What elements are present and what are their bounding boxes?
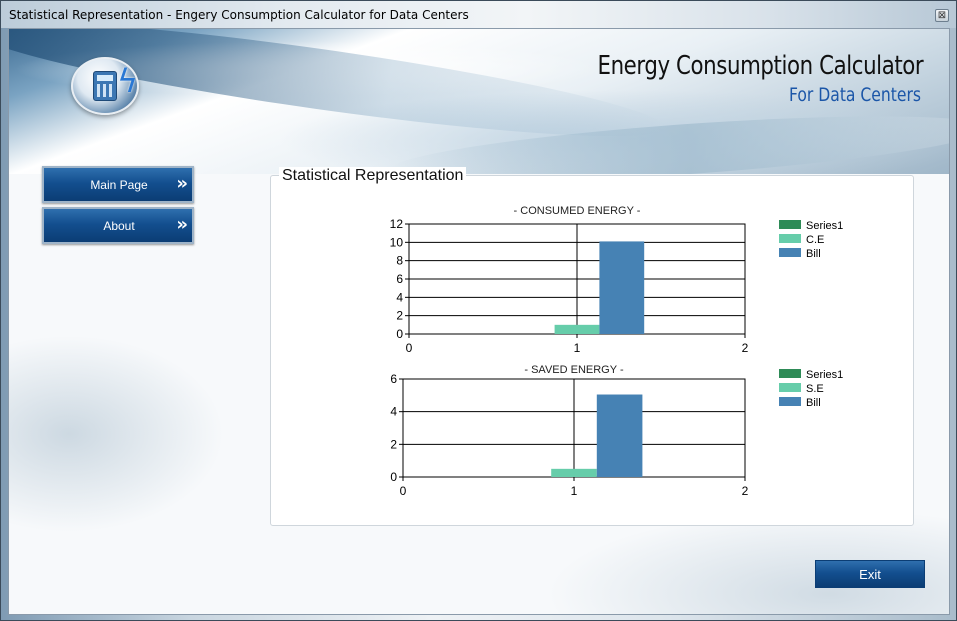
header-banner: ϟ Energy Consumption Calculator For Data…	[9, 29, 949, 195]
chart-title: - CONSUMED ENERGY -	[514, 205, 641, 217]
app-title: Energy Consumption Calculator	[597, 51, 923, 81]
bar-bill	[596, 394, 643, 477]
about-button[interactable]: About »	[42, 207, 194, 244]
consumed-energy-chart: - CONSUMED ENERGY -0 2 4 6 8 10 12 0 1 2 Series1 C.…	[361, 194, 881, 364]
close-icon[interactable]: ⊠	[935, 9, 949, 22]
legend-label: Bill	[806, 397, 821, 409]
saved-energy-chart: - SAVED ENERGY - 0 2 4 6 0 1 2 Series1 S.E Bill	[361, 363, 881, 518]
statistics-group: Statistical Representation - CONSUMED EN…	[270, 167, 914, 526]
x-tick-label: 1	[574, 341, 581, 355]
y-tick-label: 8	[396, 254, 403, 268]
x-tick-label: 2	[742, 484, 749, 498]
y-tick-label: 2	[396, 309, 403, 323]
legend-label: Series1	[806, 220, 843, 232]
y-tick-label: 6	[396, 272, 403, 286]
main-page-label: Main Page	[90, 178, 148, 192]
legend-swatch	[779, 397, 801, 406]
y-tick-label: 4	[390, 405, 397, 419]
legend-swatch	[779, 248, 801, 257]
client-area: ϟ Energy Consumption Calculator For Data…	[8, 28, 950, 615]
y-tick-label: 4	[396, 290, 403, 304]
title-bar[interactable]: Statistical Representation - Engery Cons…	[1, 1, 956, 28]
double-chevron-right-icon: »	[176, 214, 188, 235]
x-tick-label: 0	[400, 484, 407, 498]
exit-button[interactable]: Exit	[815, 560, 925, 588]
x-tick-label: 2	[742, 341, 749, 355]
legend-label: S.E	[806, 383, 824, 395]
legend-swatch	[779, 369, 801, 378]
y-tick-label: 2	[390, 437, 397, 451]
legend-label: Series1	[806, 369, 843, 381]
y-tick-label: 10	[390, 235, 404, 249]
legend-swatch	[779, 383, 801, 392]
x-tick-label: 0	[406, 341, 413, 355]
y-tick-label: 0	[390, 470, 397, 484]
saved-energy-chart-svg: - SAVED ENERGY - 0 2 4 6 0 1 2 Series1 S.E Bill	[390, 364, 843, 498]
legend-label: Bill	[806, 248, 821, 260]
legend-swatch	[779, 220, 801, 229]
calculator-icon	[93, 71, 117, 101]
calculator-logo-icon: ϟ	[71, 57, 139, 115]
bar-s-e	[551, 468, 597, 477]
about-label: About	[103, 219, 135, 233]
x-tick-label: 1	[571, 484, 578, 498]
y-tick-label: 6	[390, 372, 397, 386]
app-subtitle: For Data Centers	[788, 84, 921, 106]
lightning-bolt-icon: ϟ	[117, 62, 139, 100]
y-tick-label: 0	[396, 327, 403, 341]
double-chevron-right-icon: »	[176, 173, 188, 194]
y-tick-label: 12	[390, 217, 404, 231]
bar-c-e	[554, 324, 600, 334]
legend-swatch	[779, 234, 801, 243]
legend-label: C.E	[806, 234, 824, 246]
main-page-button[interactable]: Main Page »	[42, 166, 194, 203]
window-title: Statistical Representation - Engery Cons…	[9, 8, 469, 22]
chart-title: - SAVED ENERGY -	[524, 364, 624, 376]
group-title: Statistical Representation	[279, 167, 467, 185]
bar-bill	[599, 241, 645, 334]
